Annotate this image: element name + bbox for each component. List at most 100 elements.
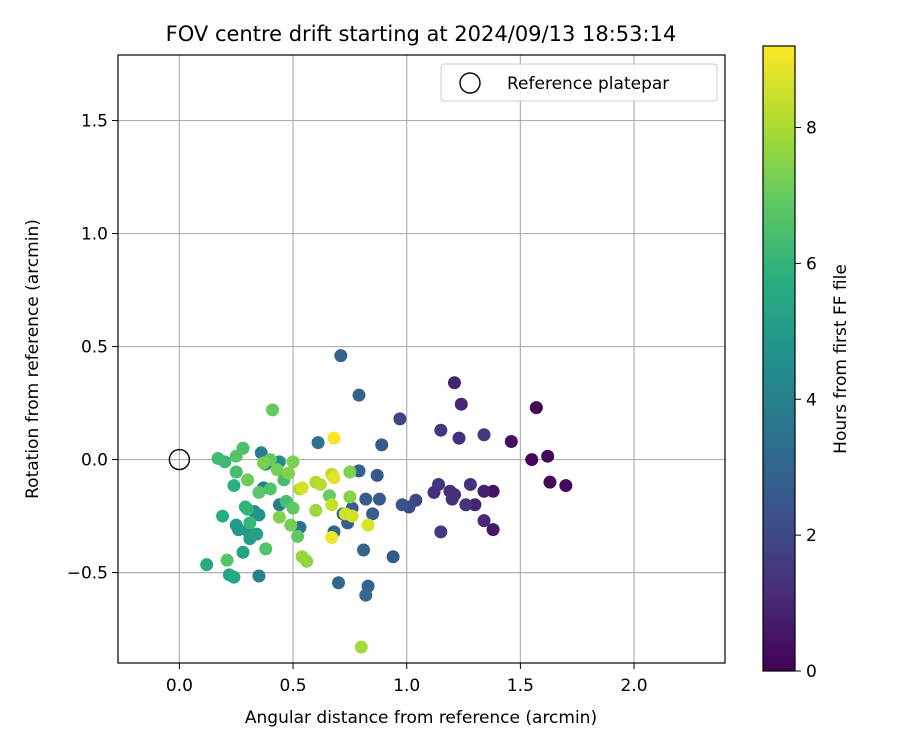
data-point [543, 475, 557, 489]
data-point [541, 449, 555, 463]
data-point [236, 545, 250, 559]
data-point [252, 569, 266, 583]
data-point [332, 576, 346, 590]
data-point [243, 516, 257, 530]
data-point [272, 510, 286, 524]
data-point [282, 466, 296, 480]
data-point [445, 492, 459, 506]
reference-point-marker [168, 448, 191, 471]
colorbar-tick-label: 0 [806, 662, 817, 682]
data-point [393, 412, 407, 426]
reference-marker-icon [459, 72, 481, 94]
plot-frame [117, 54, 726, 664]
data-point [486, 484, 500, 498]
data-point [286, 455, 300, 469]
data-point [295, 550, 309, 564]
legend: Reference platepar [440, 63, 718, 102]
x-tick-label: 1.0 [393, 676, 420, 696]
y-tick-label: 1.0 [81, 225, 108, 245]
colorbar-gradient [762, 45, 796, 672]
x-axis-ticks: 0.0 0.5 1.0 1.5 2.0 [166, 663, 648, 696]
data-point [227, 479, 241, 493]
data-point [220, 553, 234, 567]
data-point [229, 518, 243, 532]
data-point [200, 558, 214, 572]
data-point [325, 498, 339, 512]
data-point [229, 449, 243, 463]
colorbar-tick-label: 4 [806, 390, 817, 410]
data-point [313, 477, 327, 491]
data-point [447, 376, 461, 390]
data-point [459, 498, 473, 512]
colorbar-label: Hours from first FF file [831, 264, 851, 454]
data-points [168, 349, 573, 654]
data-point [375, 438, 389, 452]
data-point [211, 451, 225, 465]
data-point [477, 514, 491, 528]
data-point [250, 527, 264, 541]
data-point [325, 531, 339, 545]
data-point [477, 428, 491, 442]
data-point [370, 468, 384, 482]
x-tick-label: 0.0 [166, 676, 193, 696]
data-point [216, 509, 230, 523]
data-point [291, 529, 305, 543]
data-point [366, 507, 380, 521]
y-tick-label: 0.0 [81, 451, 108, 471]
data-point [434, 423, 448, 437]
y-tick-label: −0.5 [67, 564, 108, 584]
data-point [359, 588, 373, 602]
data-point [352, 388, 366, 402]
data-point [311, 436, 325, 450]
data-point [241, 502, 255, 516]
data-point [327, 471, 341, 485]
data-point [254, 446, 268, 460]
colorbar-ticks: 0 2 4 6 8 [795, 119, 817, 682]
data-point [529, 401, 543, 415]
data-point [270, 463, 284, 477]
data-point [354, 640, 368, 654]
data-point [334, 349, 348, 363]
data-point [241, 473, 255, 487]
data-point [559, 479, 573, 493]
data-point [395, 498, 409, 512]
data-point [327, 431, 341, 445]
legend-label: Reference platepar [507, 74, 669, 94]
data-point [345, 509, 359, 523]
data-point [256, 456, 270, 470]
data-point [504, 434, 518, 448]
data-point [295, 481, 309, 495]
data-point [386, 550, 400, 564]
data-point [343, 465, 357, 479]
data-point [227, 570, 241, 584]
data-point [259, 542, 273, 556]
data-point [434, 525, 448, 539]
data-point [343, 490, 357, 504]
x-axis-label: Angular distance from reference (arcmin) [245, 708, 597, 728]
y-axis-label: Rotation from reference (arcmin) [23, 219, 43, 499]
colorbar-tick-label: 6 [806, 254, 817, 274]
data-point [309, 503, 323, 517]
data-point [452, 431, 466, 445]
data-point [477, 484, 491, 498]
data-point [372, 492, 386, 506]
y-tick-label: 1.5 [81, 112, 108, 132]
data-point [463, 477, 477, 491]
data-point [357, 543, 371, 557]
x-tick-label: 0.5 [280, 676, 307, 696]
chart-title: FOV centre drift starting at 2024/09/13 … [166, 22, 677, 46]
data-point [263, 482, 277, 496]
x-tick-label: 2.0 [621, 676, 648, 696]
data-point [361, 518, 375, 532]
x-tick-label: 1.5 [507, 676, 534, 696]
y-tick-label: 0.5 [81, 338, 108, 358]
y-axis-ticks: −0.5 0.0 0.5 1.0 1.5 [67, 112, 118, 584]
data-point [266, 403, 280, 417]
colorbar: 0 2 4 6 8 Hours from first FF file [762, 45, 851, 682]
legend-box [440, 63, 718, 102]
grid-lines [118, 55, 725, 663]
colorbar-tick-label: 8 [806, 119, 817, 139]
data-point [486, 523, 500, 537]
colorbar-tick-label: 2 [806, 526, 817, 546]
